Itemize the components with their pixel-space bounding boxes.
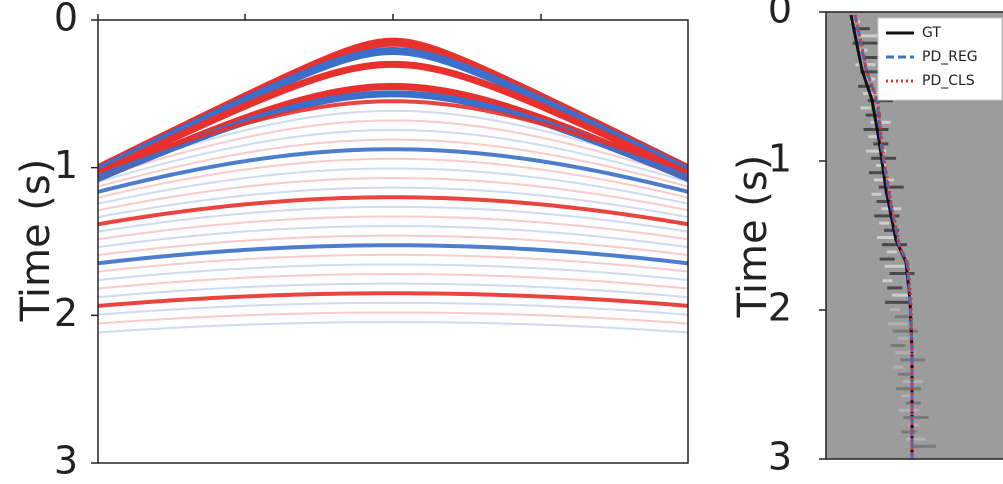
texture — [895, 351, 916, 355]
legend-label: PD_CLS — [922, 73, 975, 89]
texture — [889, 272, 915, 275]
reflection — [98, 60, 688, 178]
texture — [895, 387, 921, 391]
seismic-gather — [98, 37, 688, 334]
y-axis-label: Time (s) — [13, 159, 59, 323]
right-frame — [825, 11, 1003, 460]
reflection — [98, 119, 688, 179]
y-tick-label: 3 — [54, 439, 78, 483]
texture — [863, 92, 883, 95]
y-tick-label: 2 — [54, 291, 78, 335]
texture — [903, 416, 929, 419]
texture — [854, 27, 870, 31]
reflection — [98, 321, 688, 334]
right-image: GT PD_REG PD_CLS — [826, 12, 1003, 459]
reflection — [98, 291, 688, 308]
texture — [876, 200, 892, 203]
reflection — [98, 282, 688, 299]
gt-curve — [849, 14, 914, 459]
reflection — [98, 225, 688, 249]
legend-label: GT — [922, 25, 941, 41]
texture — [868, 135, 879, 139]
reflection — [98, 234, 688, 257]
texture — [892, 329, 918, 333]
reflection — [98, 243, 688, 266]
reflection — [98, 195, 688, 227]
texture — [898, 408, 919, 412]
reflection — [98, 215, 688, 241]
reflection — [98, 138, 688, 188]
texture — [887, 286, 903, 290]
texture — [893, 365, 904, 369]
texture — [858, 84, 874, 88]
texture — [860, 106, 871, 110]
y-tick-label: 0 — [54, 0, 78, 40]
y-tick-label: 1 — [54, 143, 78, 187]
texture — [885, 300, 911, 304]
y-tick-label: 3 — [768, 435, 792, 479]
texture — [884, 264, 905, 268]
reflection — [98, 253, 688, 273]
texture — [894, 315, 910, 319]
legend-label: PD_REG — [922, 49, 978, 65]
texture — [898, 372, 914, 376]
reflection — [98, 47, 688, 175]
texture — [852, 41, 878, 45]
reflection — [98, 177, 688, 212]
reflection — [98, 147, 688, 194]
texture — [887, 322, 908, 326]
reflection — [98, 263, 688, 282]
texture — [878, 185, 904, 189]
texture — [859, 34, 880, 38]
texture — [876, 164, 886, 167]
y-tick-label: 0 — [768, 0, 792, 32]
left-x-ticks — [97, 14, 542, 20]
texture — [860, 70, 886, 74]
texture — [881, 243, 907, 247]
reflection — [98, 311, 688, 325]
texture — [900, 394, 911, 398]
reflection — [98, 167, 688, 205]
texture — [879, 221, 890, 225]
reflection — [98, 109, 688, 176]
reflection — [98, 157, 688, 199]
texture — [892, 293, 913, 297]
texture — [882, 279, 893, 283]
texture — [901, 430, 917, 434]
reflection — [98, 129, 688, 183]
reflection — [98, 273, 688, 290]
y-axis-label: Time (s) — [730, 155, 776, 319]
reflection — [98, 186, 688, 219]
texture — [886, 250, 897, 254]
y-tick-label: 2 — [768, 286, 792, 330]
texture — [866, 149, 887, 153]
texture — [890, 308, 900, 311]
texture — [871, 192, 882, 196]
texture — [877, 236, 897, 239]
reflection — [98, 301, 688, 316]
pd-cls-curve — [853, 14, 914, 459]
y-tick-label: 1 — [768, 137, 792, 181]
texture — [879, 257, 895, 261]
reflection — [98, 99, 688, 174]
texture — [884, 228, 900, 232]
texture — [874, 214, 900, 218]
texture — [867, 99, 893, 103]
reflection — [98, 205, 688, 233]
texture — [890, 344, 906, 347]
texture — [897, 336, 908, 340]
texture — [862, 56, 878, 59]
texture — [911, 444, 937, 448]
texture — [906, 437, 927, 441]
texture — [868, 171, 884, 175]
